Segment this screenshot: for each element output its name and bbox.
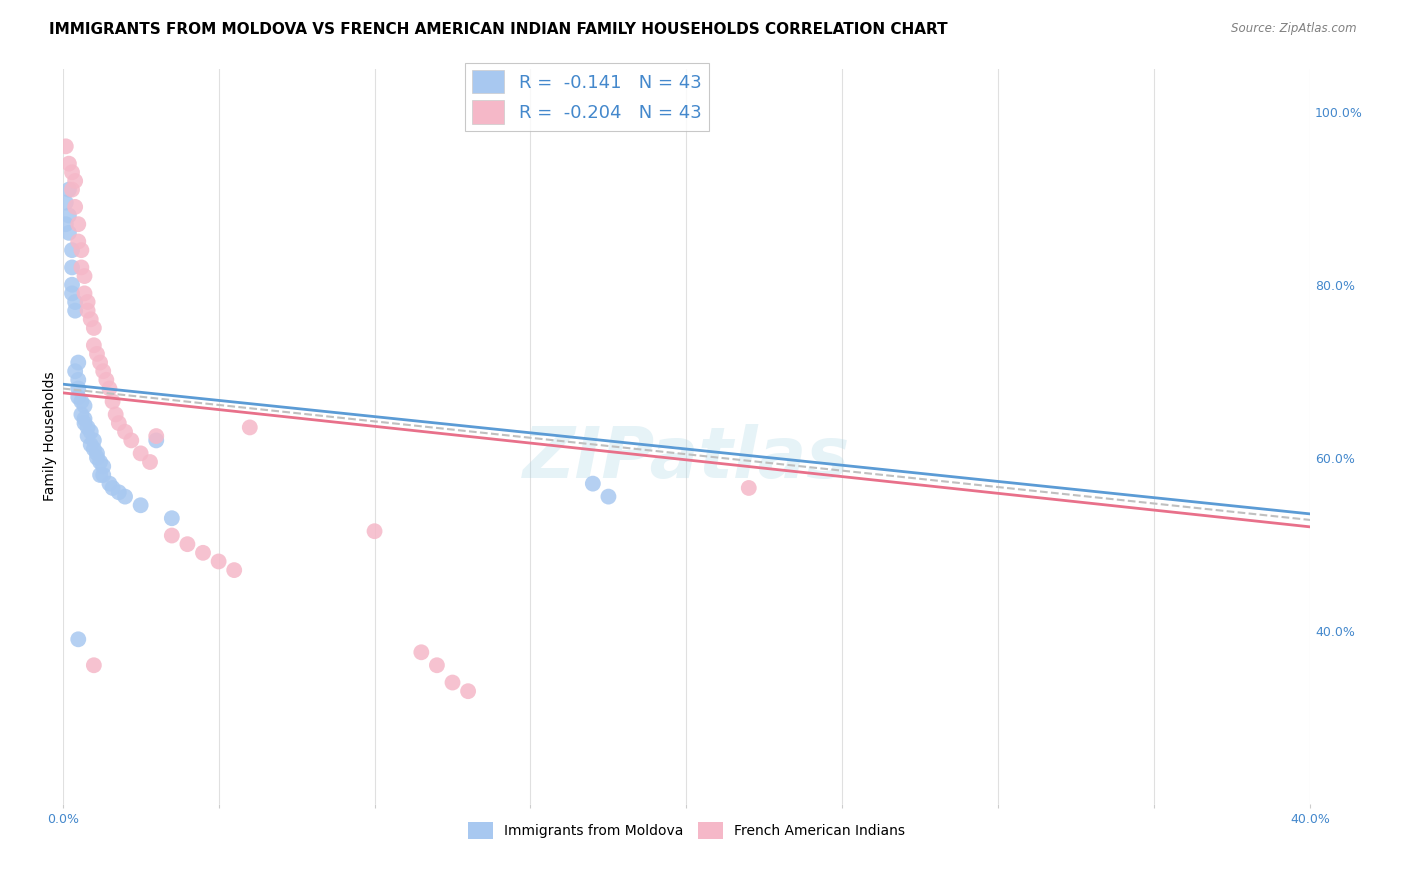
Point xyxy=(55,217,77,231)
Point xyxy=(83,321,105,335)
Point xyxy=(76,295,98,310)
Point xyxy=(60,277,83,292)
Point xyxy=(58,156,80,170)
Point xyxy=(86,446,108,460)
Point xyxy=(145,429,167,443)
Point xyxy=(73,286,96,301)
Point xyxy=(60,243,83,257)
Point xyxy=(67,382,90,396)
Point xyxy=(63,295,86,310)
Point xyxy=(145,434,167,448)
Point xyxy=(83,338,105,352)
Point xyxy=(76,303,98,318)
Point xyxy=(114,425,136,439)
Point xyxy=(108,485,131,500)
Point xyxy=(70,243,93,257)
Point xyxy=(67,632,90,647)
Point xyxy=(101,481,124,495)
Point xyxy=(582,476,605,491)
Point xyxy=(76,429,98,443)
Point xyxy=(104,408,127,422)
Point xyxy=(70,394,93,409)
Point xyxy=(73,411,96,425)
Text: Source: ZipAtlas.com: Source: ZipAtlas.com xyxy=(1232,22,1357,36)
Point xyxy=(120,434,142,448)
Point xyxy=(58,209,80,223)
Point xyxy=(89,455,111,469)
Point xyxy=(73,269,96,284)
Point xyxy=(411,645,433,659)
Point xyxy=(224,563,246,577)
Point xyxy=(83,658,105,673)
Point xyxy=(76,420,98,434)
Point xyxy=(55,195,77,210)
Point xyxy=(98,476,121,491)
Point xyxy=(89,467,111,482)
Point xyxy=(80,425,103,439)
Point xyxy=(207,554,229,568)
Point xyxy=(80,438,103,452)
Point xyxy=(101,394,124,409)
Point xyxy=(63,303,86,318)
Point xyxy=(73,416,96,430)
Point xyxy=(70,408,93,422)
Point xyxy=(160,528,183,542)
Point xyxy=(86,450,108,465)
Point xyxy=(96,373,118,387)
Point xyxy=(114,490,136,504)
Point xyxy=(70,260,93,275)
Point xyxy=(738,481,761,495)
Point xyxy=(67,217,90,231)
Point xyxy=(63,174,86,188)
Point xyxy=(98,382,121,396)
Point xyxy=(60,183,83,197)
Point xyxy=(363,524,385,539)
Text: ZIPatlas: ZIPatlas xyxy=(523,424,851,492)
Point xyxy=(67,390,90,404)
Point xyxy=(83,442,105,456)
Point xyxy=(80,312,103,326)
Point xyxy=(91,467,114,482)
Point xyxy=(63,200,86,214)
Point xyxy=(91,459,114,474)
Point xyxy=(441,675,464,690)
Point xyxy=(89,355,111,369)
Point xyxy=(58,183,80,197)
Point xyxy=(160,511,183,525)
Point xyxy=(60,260,83,275)
Point xyxy=(58,226,80,240)
Point xyxy=(239,420,262,434)
Y-axis label: Family Households: Family Households xyxy=(44,371,58,501)
Point xyxy=(176,537,198,551)
Point xyxy=(67,373,90,387)
Point xyxy=(108,416,131,430)
Point xyxy=(55,139,77,153)
Point xyxy=(139,455,162,469)
Point xyxy=(457,684,479,698)
Point xyxy=(129,498,152,512)
Point xyxy=(91,364,114,378)
Point xyxy=(60,165,83,179)
Point xyxy=(67,355,90,369)
Point xyxy=(67,235,90,249)
Text: IMMIGRANTS FROM MOLDOVA VS FRENCH AMERICAN INDIAN FAMILY HOUSEHOLDS CORRELATION : IMMIGRANTS FROM MOLDOVA VS FRENCH AMERIC… xyxy=(49,22,948,37)
Point xyxy=(63,364,86,378)
Point xyxy=(83,434,105,448)
Point xyxy=(129,446,152,460)
Point xyxy=(426,658,449,673)
Point xyxy=(60,286,83,301)
Point xyxy=(191,546,214,560)
Point xyxy=(598,490,620,504)
Point xyxy=(73,399,96,413)
Point xyxy=(86,347,108,361)
Legend: Immigrants from Moldova, French American Indians: Immigrants from Moldova, French American… xyxy=(463,816,910,845)
